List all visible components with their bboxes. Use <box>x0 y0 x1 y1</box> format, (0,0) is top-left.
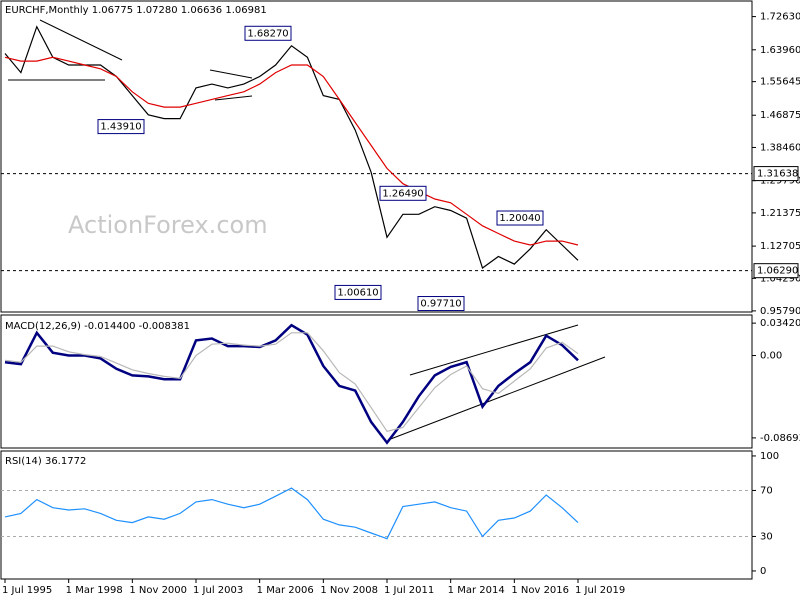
panel-title: MACD(12,26,9) -0.014400 -0.008381 <box>5 321 190 332</box>
x-tick-label: 1 Mar 1998 <box>66 585 123 596</box>
x-tick-label: 1 Jul 2019 <box>575 585 625 596</box>
y-tick-label: 0.00 <box>760 351 782 362</box>
annotation-box <box>244 25 292 41</box>
series-line <box>4 25 579 269</box>
trendline <box>39 19 123 61</box>
series-line <box>4 487 579 540</box>
x-tick-label: 1 Nov 2016 <box>511 585 569 596</box>
macd-panel <box>0 314 753 449</box>
annotation-box <box>417 296 465 312</box>
annotation-label: 1.20040 <box>499 213 540 224</box>
level-label: 1.31638 <box>757 169 798 180</box>
trendline <box>387 356 606 441</box>
y-tick-label: 1.46875 <box>760 110 800 121</box>
y-tick-label: 70 <box>760 485 773 496</box>
annotation-label: 0.97710 <box>420 299 461 310</box>
chart-title: EURCHF,Monthly 1.06775 1.07280 1.06636 1… <box>5 5 267 16</box>
panel-title: RSI(14) 36.1772 <box>5 456 86 467</box>
y-tick-label: 1.63960 <box>760 45 800 56</box>
y-tick-label: 0.034203 <box>760 318 800 329</box>
level-label: 1.06290 <box>757 266 798 277</box>
y-tick-label: 1.21375 <box>760 208 800 219</box>
series-line <box>4 332 579 432</box>
y-tick-label: -0.086933 <box>760 433 800 444</box>
trendlines <box>8 19 606 441</box>
y-tick-label: 100 <box>760 451 779 462</box>
series-line <box>4 323 579 445</box>
level-box <box>753 263 799 279</box>
x-tick-label: 1 Jul 1995 <box>2 585 52 596</box>
price-panel <box>0 0 753 313</box>
y-tick-label: 30 <box>760 531 773 542</box>
annotation-label: 1.00610 <box>337 287 378 298</box>
x-tick-label: 1 Jul 2003 <box>193 585 243 596</box>
y-tick-label: 1.72630 <box>760 12 800 23</box>
x-tick-label: 1 Nov 2008 <box>320 585 378 596</box>
annotation-label: 1.68270 <box>247 28 288 39</box>
x-tick-label: 1 Jul 2011 <box>384 585 434 596</box>
trendline <box>409 324 579 376</box>
trendline <box>209 69 253 79</box>
x-tick-label: 1 Mar 2006 <box>257 585 314 596</box>
series-line <box>4 56 579 246</box>
y-tick-label: 1.12705 <box>760 241 800 252</box>
annotation-box <box>334 284 382 300</box>
watermark: ActionForex.com <box>68 211 268 239</box>
annotation-box <box>496 210 544 226</box>
trendline <box>214 95 253 101</box>
annotation-label: 1.43910 <box>100 122 141 133</box>
rsi-panel <box>0 450 753 580</box>
level-box <box>753 166 799 182</box>
x-tick-label: 1 Mar 2014 <box>448 585 505 596</box>
y-tick-label: 0 <box>760 566 766 577</box>
y-tick-label: 1.38460 <box>760 142 800 153</box>
x-tick-label: 1 Nov 2000 <box>129 585 187 596</box>
y-tick-label: 1.04290 <box>760 273 800 284</box>
y-tick-label: 1.29790 <box>760 176 800 187</box>
annotation-box <box>379 185 427 201</box>
y-tick-label: 1.55645 <box>760 77 800 88</box>
annotation-box <box>97 119 145 135</box>
annotation-label: 1.26490 <box>382 188 423 199</box>
y-tick-label: 0.95790 <box>760 306 800 317</box>
